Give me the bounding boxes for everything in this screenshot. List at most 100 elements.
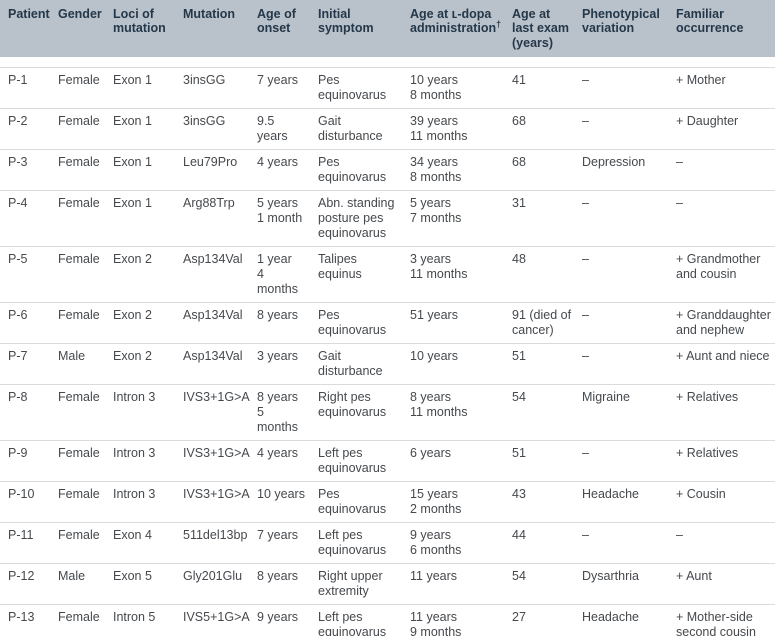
cell-symptom: Left pes equinovarus — [310, 439, 402, 481]
cell-onset: 10 years — [249, 480, 310, 522]
cell-gender: Female — [50, 603, 105, 636]
cell-symptom: Left pes equinovarus — [310, 521, 402, 563]
cell-mutation: Asp134Val — [175, 301, 249, 343]
cell-exam: 51 — [504, 342, 574, 384]
cell-mutation: Gly201Glu — [175, 562, 249, 604]
table-row: P-9 Female Intron 3 IVS3+1G>A 4 years Left pe… — [0, 439, 775, 481]
cell-occurrence: + Daughter — [668, 107, 775, 149]
cell-variation: – — [574, 66, 668, 108]
cell-onset: 8 years — [249, 301, 310, 343]
cell-exam: 27 — [504, 603, 574, 636]
cell-exam: 54 — [504, 383, 574, 440]
cell-patient: P-3 — [0, 148, 50, 190]
cell-mutation: 511del13bp — [175, 521, 249, 563]
cell-loci: Exon 1 — [105, 107, 175, 149]
cell-loci: Intron 5 — [105, 603, 175, 636]
column-header-gender: Gender — [50, 0, 105, 57]
cell-ldopa: 15 years 2 months — [402, 480, 504, 522]
cell-gender: Female — [50, 66, 105, 108]
cell-occurrence: – — [668, 148, 775, 190]
cell-occurrence: + Relatives — [668, 383, 775, 440]
cell-patient: P-10 — [0, 480, 50, 522]
table-row: P-6 Female Exon 2 Asp134Val 8 years Pes equin… — [0, 301, 775, 343]
cell-variation: – — [574, 107, 668, 149]
cell-exam: 41 — [504, 66, 574, 108]
column-header-onset: Age of onset — [249, 0, 310, 57]
cell-patient: P-7 — [0, 342, 50, 384]
cell-mutation: 3insGG — [175, 107, 249, 149]
cell-variation: Migraine — [574, 383, 668, 440]
cell-ldopa: 9 years 6 months — [402, 521, 504, 563]
cell-symptom: Talipes equinus — [310, 245, 402, 302]
cell-onset: 8 years — [249, 562, 310, 604]
table-header: Patient Gender Loci of mutation Mutation… — [0, 0, 775, 57]
cell-onset: 3 years — [249, 342, 310, 384]
cell-occurrence: – — [668, 189, 775, 246]
cell-gender: Female — [50, 148, 105, 190]
column-header-patient: Patient — [0, 0, 50, 57]
cell-ldopa: 11 years 9 months — [402, 603, 504, 636]
cell-patient: P-1 — [0, 66, 50, 108]
table-row: P-8 Female Intron 3 IVS3+1G>A 8 years 5 mont… — [0, 383, 775, 440]
cell-variation: – — [574, 342, 668, 384]
column-header-mutation: Mutation — [175, 0, 249, 57]
cell-onset: 8 years 5 months — [249, 383, 310, 440]
dagger-mark: † — [496, 19, 502, 30]
cell-onset: 7 years — [249, 66, 310, 108]
cell-exam: 68 — [504, 107, 574, 149]
cell-variation: Depression — [574, 148, 668, 190]
cell-variation: – — [574, 189, 668, 246]
column-header-exam: Age at last exam (years) — [504, 0, 574, 57]
cell-occurrence: + Relatives — [668, 439, 775, 481]
cell-gender: Female — [50, 480, 105, 522]
cell-patient: P-5 — [0, 245, 50, 302]
cell-onset: 7 years — [249, 521, 310, 563]
cell-ldopa: 11 years — [402, 562, 504, 604]
cell-ldopa: 10 years — [402, 342, 504, 384]
cell-loci: Intron 3 — [105, 383, 175, 440]
cell-symptom: Pes equinovarus — [310, 480, 402, 522]
column-header-loci: Loci of mutation — [105, 0, 175, 57]
cell-symptom: Right upper extremity — [310, 562, 402, 604]
cell-patient: P-13 — [0, 603, 50, 636]
cell-onset: 5 years 1 month — [249, 189, 310, 246]
cell-mutation: Leu79Pro — [175, 148, 249, 190]
cell-ldopa: 6 years — [402, 439, 504, 481]
table-row: P-13 Female Intron 5 IVS5+1G>A 9 years Left p… — [0, 603, 775, 636]
cell-onset: 4 years — [249, 148, 310, 190]
cell-patient: P-4 — [0, 189, 50, 246]
cell-occurrence: + Aunt — [668, 562, 775, 604]
cell-occurrence: + Mother — [668, 66, 775, 108]
cell-loci: Intron 3 — [105, 480, 175, 522]
cell-mutation: Asp134Val — [175, 245, 249, 302]
table-row: P-2 Female Exon 1 3insGG 9.5 years Gait distu… — [0, 107, 775, 149]
cell-symptom: Right pes equinovarus — [310, 383, 402, 440]
cell-symptom: Pes equinovarus — [310, 66, 402, 108]
cell-gender: Female — [50, 439, 105, 481]
table-row: P-5 Female Exon 2 Asp134Val 1 year 4 months T… — [0, 245, 775, 302]
cell-loci: Exon 2 — [105, 342, 175, 384]
cell-gender: Female — [50, 189, 105, 246]
cell-patient: P-6 — [0, 301, 50, 343]
cell-ldopa: 8 years 11 months — [402, 383, 504, 440]
cell-loci: Exon 1 — [105, 66, 175, 108]
table-row: P-11 Female Exon 4 511del13bp 7 years Left pe… — [0, 521, 775, 563]
cell-exam: 48 — [504, 245, 574, 302]
cell-variation: – — [574, 301, 668, 343]
cell-loci: Exon 4 — [105, 521, 175, 563]
cell-gender: Female — [50, 521, 105, 563]
cell-gender: Female — [50, 107, 105, 149]
cell-onset: 4 years — [249, 439, 310, 481]
cell-variation: Headache — [574, 480, 668, 522]
header-gap — [0, 56, 775, 67]
cell-ldopa: 5 years 7 months — [402, 189, 504, 246]
cell-ldopa: 51 years — [402, 301, 504, 343]
header-row: Patient Gender Loci of mutation Mutation… — [0, 0, 775, 57]
cell-exam: 51 — [504, 439, 574, 481]
cell-gender: Female — [50, 245, 105, 302]
cell-ldopa: 39 years 11 months — [402, 107, 504, 149]
cell-exam: 44 — [504, 521, 574, 563]
table-row: P-12 Male Exon 5 Gly201Glu 8 years Right uppe… — [0, 562, 775, 604]
cell-mutation: 3insGG — [175, 66, 249, 108]
